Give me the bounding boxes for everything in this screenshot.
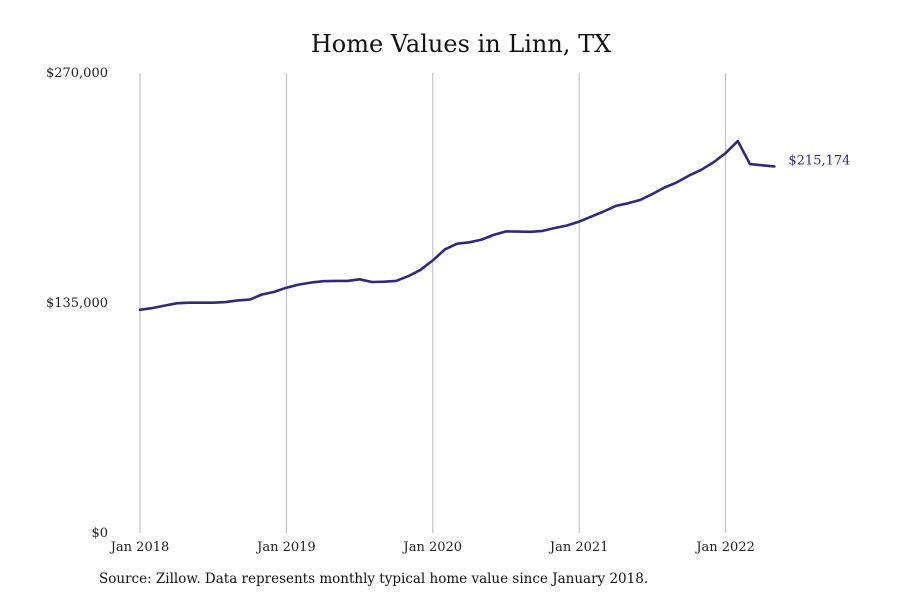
x-tick-label: Jan 2020 bbox=[402, 540, 463, 555]
y-tick-label: $135,000 bbox=[46, 296, 108, 311]
y-axis-tick-labels: $270,000 $135,000 $0 bbox=[46, 66, 108, 541]
series-line bbox=[138, 139, 776, 312]
y-tick-label: $270,000 bbox=[46, 66, 108, 81]
x-axis-tick-labels: Jan 2018 Jan 2019 Jan 2020 Jan 2021 Jan 2022 bbox=[109, 540, 755, 555]
x-tick-label: Jan 2022 bbox=[694, 540, 755, 555]
source-note: Source: Zillow. Data represents monthly … bbox=[99, 571, 649, 587]
end-value-label: $215,174 bbox=[788, 153, 850, 168]
y-tick-label: $0 bbox=[91, 526, 108, 541]
series-layer bbox=[138, 139, 776, 312]
x-tick-label: Jan 2019 bbox=[255, 540, 316, 555]
gridlines bbox=[139, 73, 727, 533]
x-tick-label: Jan 2021 bbox=[548, 540, 609, 555]
chart-title: Home Values in Linn, TX bbox=[311, 30, 611, 58]
x-tick-label: Jan 2018 bbox=[109, 540, 170, 555]
